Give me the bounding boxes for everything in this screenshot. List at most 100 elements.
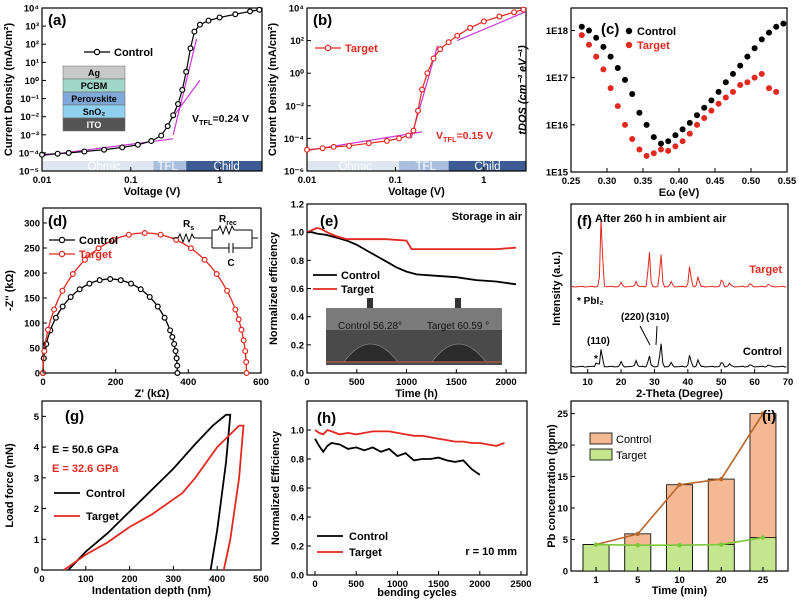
- data-point: [635, 531, 640, 537]
- data-point: [235, 316, 242, 323]
- y-tick-label: 10⁴: [24, 4, 40, 15]
- circuit-diagram: Rs Rrec C: [172, 214, 258, 269]
- peak-arrow-220: [639, 325, 651, 346]
- data-point: [167, 327, 174, 334]
- data-point: [672, 132, 679, 139]
- y-tick-label: 0.6: [291, 484, 304, 495]
- data-point: [205, 17, 212, 24]
- x-axis-label: Time (min): [652, 585, 708, 597]
- data-point: [424, 70, 431, 77]
- data-point: [658, 146, 664, 153]
- data-point: [174, 362, 181, 369]
- data-point: [51, 306, 58, 313]
- circuit-label-c: C: [227, 258, 234, 269]
- y-tick-label: 10⁻⁵: [19, 167, 39, 178]
- region-label-ohmic: Ohmic: [87, 161, 120, 173]
- data-point: [578, 32, 585, 39]
- plot-frame: [306, 7, 527, 172]
- bar-target: [582, 544, 610, 572]
- legend-label-target: Target: [616, 450, 647, 462]
- data-point: [480, 18, 487, 25]
- region-band-0: [307, 161, 400, 171]
- y-tick-label: 2: [34, 504, 39, 515]
- data-point: [419, 86, 426, 93]
- y-tick-label: 1.0: [291, 426, 304, 437]
- data-point: [179, 86, 186, 93]
- data-point: [410, 127, 417, 134]
- y-tick-label: 4: [34, 443, 40, 454]
- x-tick-label: 0.30: [598, 176, 617, 187]
- data-point: [614, 103, 621, 110]
- data-point: [93, 48, 101, 56]
- series-label-control: Control: [743, 346, 782, 358]
- target-line: [306, 226, 517, 251]
- legend-label-control: Control: [637, 26, 676, 38]
- data-point: [383, 137, 390, 144]
- x-tick-label: 1: [593, 575, 599, 586]
- data-point: [701, 104, 708, 111]
- data-point: [445, 39, 452, 46]
- data-point: [586, 27, 592, 34]
- data-point: [191, 28, 198, 35]
- data-point: [679, 126, 686, 133]
- data-point: [164, 123, 171, 130]
- panel-letter: (b): [313, 12, 332, 29]
- data-point: [172, 348, 179, 355]
- data-point: [758, 70, 765, 77]
- data-point: [146, 293, 153, 300]
- data-point: [715, 88, 722, 95]
- data-point: [187, 45, 194, 52]
- vtfl-label: VTFL=0.24 V: [192, 113, 249, 127]
- data-point: [158, 132, 165, 139]
- data-point: [686, 119, 693, 126]
- legend-swatch-target: [589, 448, 613, 461]
- y-tick-label: 10⁰: [25, 76, 40, 87]
- region-band-1: [399, 161, 449, 171]
- y-tick-label: 10³: [25, 22, 39, 33]
- data-point: [686, 130, 693, 137]
- data-point: [86, 280, 93, 287]
- panel-letter: (c): [601, 21, 619, 38]
- data-point: [110, 236, 117, 243]
- x-tick-label: 0.55: [778, 176, 797, 187]
- target-line: [314, 428, 505, 447]
- y-axis-label: Pb concentration (ppm): [546, 424, 558, 548]
- y-tick-label: 10⁻¹: [20, 94, 39, 105]
- data-point: [701, 114, 708, 121]
- data-point: [650, 134, 657, 141]
- y-axis-label: tDOS (cm⁻³ eV⁻¹): [517, 45, 529, 135]
- data-point: [304, 146, 311, 153]
- y-tick-label: 50: [29, 344, 40, 355]
- data-point: [766, 29, 772, 36]
- panel-letter: (f): [577, 213, 592, 230]
- data-point: [744, 79, 751, 86]
- region-label-child: Child: [474, 161, 500, 173]
- panel-g: 0 100 200 300 400 500 0 1 2 3 4 5 Indentation depth …: [4, 400, 269, 597]
- data-point: [607, 85, 614, 92]
- y-axis-label: Intensity (a.u.): [551, 251, 563, 326]
- data-point: [496, 13, 503, 20]
- data-point: [760, 411, 766, 416]
- control-line: [314, 438, 481, 476]
- y-tick-label: 1.2: [291, 200, 304, 211]
- y-tick-label: 250: [24, 244, 40, 255]
- data-point: [780, 20, 787, 27]
- y-tick-label: 3: [34, 473, 39, 484]
- data-point: [96, 277, 103, 284]
- x-tick-label: 40: [683, 377, 694, 388]
- data-point: [665, 138, 672, 145]
- data-point: [95, 245, 102, 252]
- data-point: [201, 256, 208, 263]
- photo-sky-control: [326, 308, 414, 330]
- x-tick-label: 30: [649, 377, 660, 388]
- legend-label-target: Target: [86, 511, 119, 523]
- y-tick-label: 0.4: [291, 513, 305, 524]
- y-tick-label: 10⁻³: [20, 130, 39, 141]
- data-point: [650, 150, 657, 157]
- data-point: [622, 121, 628, 128]
- data-point: [59, 287, 66, 294]
- data-point: [773, 23, 780, 30]
- data-point: [101, 146, 108, 153]
- data-point: [213, 271, 220, 278]
